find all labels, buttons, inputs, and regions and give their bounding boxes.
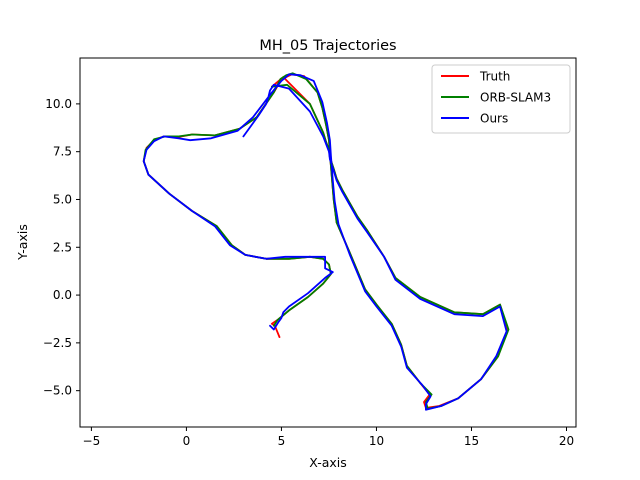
legend-box: [431, 64, 571, 134]
y-tick-label: 0.0: [53, 288, 72, 302]
series-line-ours: [142, 73, 508, 411]
x-tick-label: 5: [278, 434, 286, 448]
x-tick-label: 15: [464, 434, 479, 448]
y-tick-label: −5.0: [43, 384, 72, 398]
legend-entry-label: Truth: [479, 70, 510, 84]
y-axis-label: Y-axis: [15, 224, 30, 261]
x-tick-label: −5: [83, 434, 101, 448]
legend: Truth ORB-SLAM3 Ours: [431, 64, 571, 134]
axes-frame: [79, 57, 577, 428]
y-tick-label: 5.0: [53, 192, 72, 206]
x-axis-ticks: −5 0 5 10 15 20: [83, 427, 574, 448]
y-tick-label: 2.5: [53, 240, 72, 254]
y-tick-label: −2.5: [43, 336, 72, 350]
y-axis-ticks: −5.0 −2.5 0.0 2.5 5.0 7.5 10.0: [43, 97, 80, 398]
x-tick-label: 20: [559, 434, 574, 448]
legend-entry-label: ORB-SLAM3: [480, 91, 551, 105]
chart-title: MH_05 Trajectories: [259, 38, 396, 54]
y-tick-label: 7.5: [53, 145, 72, 159]
x-axis-label: X-axis: [309, 455, 347, 470]
x-tick-label: 0: [183, 434, 191, 448]
y-tick-label: 10.0: [45, 97, 72, 111]
x-tick-label: 10: [369, 434, 384, 448]
plot-area: [142, 72, 510, 411]
legend-entry-label: Ours: [480, 112, 508, 126]
